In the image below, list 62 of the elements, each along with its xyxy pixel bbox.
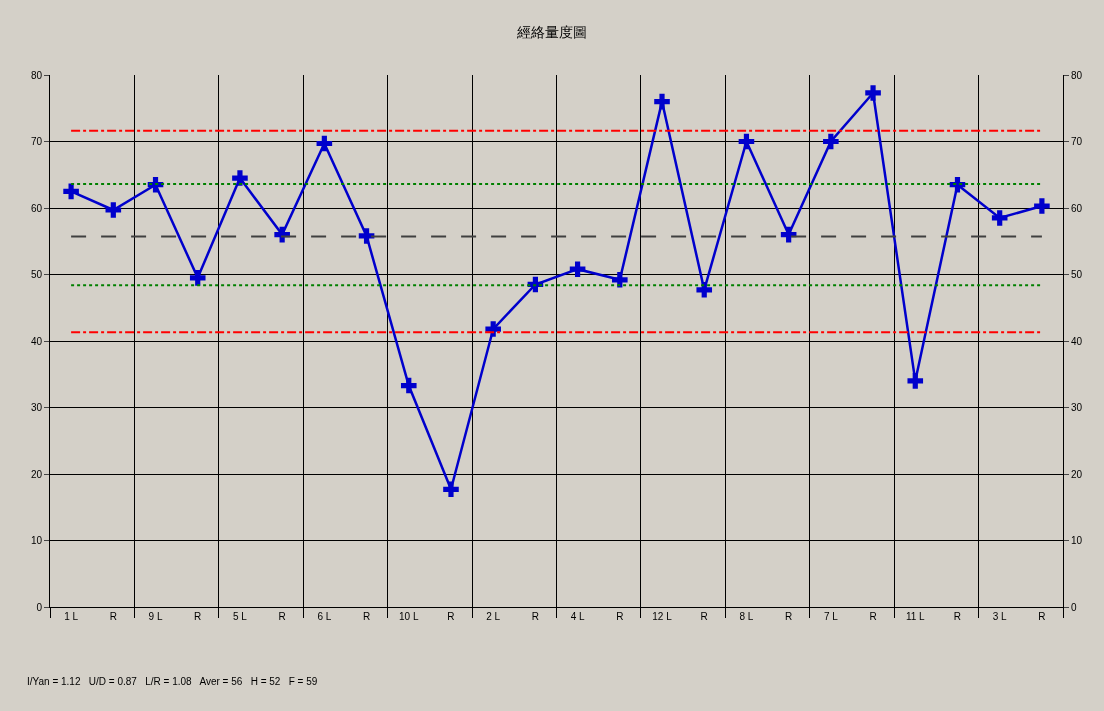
x-tick-label: R xyxy=(700,611,708,622)
x-tick-label: 4 L xyxy=(570,611,585,622)
y2-tick-label: 60 xyxy=(1071,202,1083,214)
x-tick-label: R xyxy=(109,611,117,622)
x-tick-label: 6 L xyxy=(317,611,332,622)
y2-tick-label: 30 xyxy=(1071,402,1083,413)
point xyxy=(63,183,79,200)
x-tick-label: 5 L xyxy=(232,611,248,622)
x-tick-label: 7 L xyxy=(823,611,839,622)
x-tick-label: 11 L xyxy=(905,611,926,622)
point xyxy=(612,272,628,288)
point xyxy=(865,85,881,101)
point xyxy=(443,481,459,498)
text: I/Yan = 1.12 U/D = 0.87 L/R = 1.08 Aver = 56 H = 52 F = 59 xyxy=(27,676,318,687)
chart-title: 經絡量度圖 xyxy=(516,23,587,40)
x-tick-label: 9 L xyxy=(148,611,163,622)
x-tick-label: 1 L xyxy=(64,611,79,622)
x-tick-label: R xyxy=(869,611,877,622)
point xyxy=(400,377,417,394)
x-tick-label: 2 L xyxy=(486,611,501,622)
point xyxy=(232,170,248,186)
y-tick-label: 30 xyxy=(30,402,43,413)
y-tick-label: 80 xyxy=(30,69,43,81)
point xyxy=(696,281,713,298)
x-tick-label: 8 L xyxy=(739,611,754,622)
x-tick-label: R xyxy=(194,611,202,622)
y-tick-label: 70 xyxy=(30,136,43,147)
y2-tick-label: 10 xyxy=(1071,535,1083,546)
point xyxy=(907,373,924,389)
x-tick-label: R xyxy=(531,611,540,622)
point xyxy=(569,261,586,277)
y2-tick-label: 50 xyxy=(1071,269,1083,280)
point xyxy=(189,270,206,286)
x-tick-label: R xyxy=(616,611,624,622)
y-tick-label: 50 xyxy=(30,269,43,280)
point xyxy=(654,93,670,110)
y2-tick-label: 80 xyxy=(1071,69,1083,81)
x-tick-label: R xyxy=(953,611,962,622)
point xyxy=(738,133,755,150)
x-tick-label: R xyxy=(785,611,793,622)
y-tick-label: 60 xyxy=(30,202,43,214)
x-tick-label: R xyxy=(362,611,371,622)
y2-tick-label: 70 xyxy=(1071,136,1083,147)
x-tick-label: R xyxy=(1038,611,1046,622)
x-tick-label: R xyxy=(278,611,286,622)
x-tick-label: 3 L xyxy=(992,611,1008,622)
point xyxy=(823,133,839,150)
point xyxy=(105,202,122,218)
x-tick-label: 12 L xyxy=(652,611,673,622)
point xyxy=(316,135,333,152)
y2-tick-label: 0 xyxy=(1071,601,1077,613)
y-tick-label: 10 xyxy=(30,535,43,546)
y2-tick-label: 40 xyxy=(1071,335,1083,347)
y2-tick-label: 20 xyxy=(1071,468,1083,480)
point xyxy=(358,228,375,244)
x-tick-label: 10 L xyxy=(399,611,419,622)
y-tick-label: 20 xyxy=(30,468,43,480)
x-tick-label: R xyxy=(447,611,455,622)
point xyxy=(1034,198,1050,214)
y-tick-label: 0 xyxy=(36,601,43,613)
point xyxy=(991,210,1008,226)
y-tick-label: 40 xyxy=(30,335,43,347)
